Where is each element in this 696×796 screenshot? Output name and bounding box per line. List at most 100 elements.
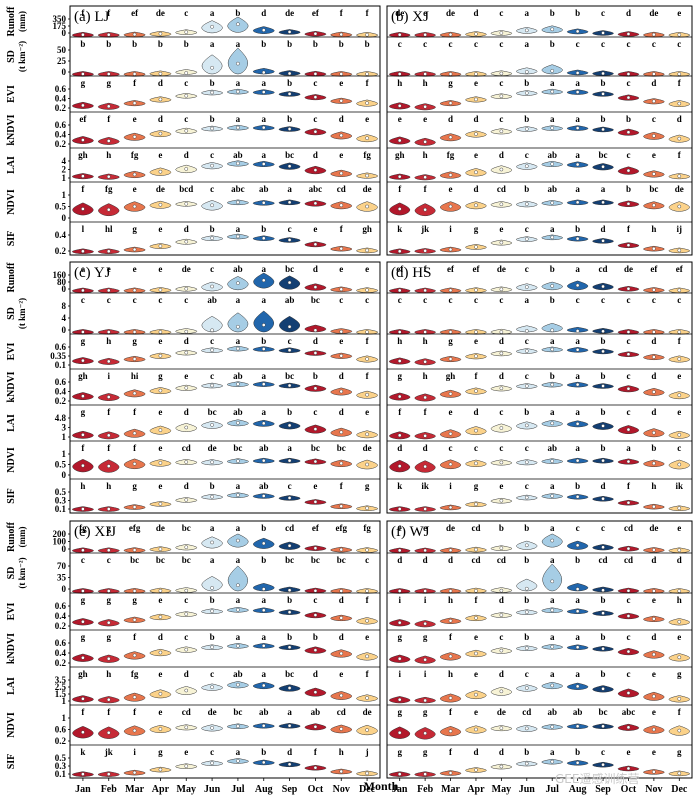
significance-letter: gh: [78, 150, 88, 160]
median-point: [499, 287, 504, 292]
significance-letter: de: [363, 707, 372, 717]
median-point: [261, 760, 266, 765]
median-point: [677, 548, 682, 553]
significance-letter: de: [285, 8, 294, 18]
significance-letter: g: [132, 481, 137, 491]
x-axis: Jan Feb Mar Apr May Jun Jul Aug Sep Oct Nov Dec: [392, 778, 688, 795]
significance-letter: d: [651, 78, 656, 88]
median-point: [423, 548, 427, 553]
significance-letter: c: [449, 443, 453, 453]
median-point: [210, 586, 214, 590]
panel-label: (a) LJ: [74, 9, 110, 25]
median-point: [397, 288, 402, 293]
median-point: [236, 420, 240, 425]
median-point: [524, 761, 529, 766]
median-point: [313, 242, 318, 247]
significance-letter: f: [366, 336, 370, 346]
y-axis-unit: (t km⁻²): [17, 298, 27, 329]
median-point: [81, 463, 85, 468]
median-point: [474, 589, 478, 593]
significance-letter: e: [652, 707, 656, 717]
significance-letter: jk: [104, 747, 113, 757]
significance-letter: d: [651, 555, 656, 565]
median-point: [575, 609, 580, 614]
median-point: [677, 771, 682, 776]
significance-letter: d: [423, 443, 428, 453]
y-tick-label: 0.6: [55, 725, 67, 735]
significance-letter: bc: [337, 443, 346, 453]
median-point: [287, 645, 292, 650]
median-point: [499, 546, 504, 550]
median-point: [423, 589, 427, 593]
median-point: [287, 127, 292, 131]
median-point: [423, 621, 427, 626]
significance-letter: e: [184, 747, 188, 757]
median-point: [575, 71, 580, 75]
significance-letter: c: [499, 295, 503, 305]
significance-letter: d: [397, 443, 402, 453]
median-point: [184, 71, 189, 75]
significance-letter: e: [81, 264, 85, 274]
significance-letter: f: [133, 443, 137, 453]
significance-letter: c: [210, 150, 214, 160]
significance-letter: b: [210, 595, 215, 605]
median-point: [626, 725, 631, 730]
median-point: [132, 462, 137, 466]
significance-letter: e: [313, 481, 317, 491]
y-tick-label: 80: [57, 277, 67, 287]
significance-letter: e: [398, 523, 402, 533]
median-point: [210, 163, 214, 168]
significance-letter: h: [397, 336, 402, 346]
median-point: [106, 139, 111, 143]
x-tick-label: Nov: [645, 784, 662, 795]
median-point: [106, 72, 111, 76]
significance-letter: g: [677, 669, 682, 679]
median-point: [210, 284, 214, 289]
median-point: [365, 204, 369, 209]
median-point: [601, 588, 605, 593]
median-point: [448, 288, 453, 293]
significance-letter: f: [366, 669, 370, 679]
median-point: [550, 89, 555, 94]
y-tick-label: 0.1: [55, 769, 67, 779]
median-point: [158, 31, 163, 36]
median-point: [158, 727, 163, 731]
significance-letter: f: [340, 8, 344, 18]
median-point: [339, 133, 344, 138]
significance-letter: bc: [182, 555, 191, 565]
significance-letter: f: [133, 632, 137, 642]
significance-letter: d: [651, 632, 656, 642]
median-point: [287, 383, 292, 388]
significance-letter: c: [525, 481, 529, 491]
significance-letter: c: [576, 295, 580, 305]
significance-letter: a: [262, 407, 267, 417]
significance-letter: e: [158, 336, 162, 346]
x-tick-label: Feb: [101, 784, 118, 795]
median-point: [106, 464, 111, 468]
median-point: [313, 648, 318, 652]
significance-letter: b: [313, 371, 318, 381]
median-point: [499, 94, 504, 98]
x-tick-label: May: [177, 784, 196, 795]
median-point: [423, 104, 427, 109]
significance-letter: i: [133, 747, 136, 757]
y-tick-label: 70: [57, 561, 67, 571]
y-tick-label: 0.1: [55, 360, 67, 370]
median-point: [601, 458, 605, 463]
y-axis: SIF 0.4 0.2: [6, 230, 70, 256]
significance-letter: efg: [129, 523, 141, 533]
x-tick-label: Sep: [595, 784, 611, 795]
significance-letter: c: [474, 295, 478, 305]
significance-letter: a: [550, 595, 555, 605]
significance-letter: c: [626, 39, 630, 49]
significance-letter: abc: [309, 184, 323, 194]
median-point: [550, 69, 555, 73]
significance-letter: bc: [285, 371, 294, 381]
median-point: [365, 462, 369, 467]
median-point: [423, 772, 427, 776]
significance-letter: b: [499, 523, 504, 533]
significance-letter: cd: [285, 523, 294, 533]
median-point: [106, 288, 111, 293]
median-point: [524, 202, 529, 206]
